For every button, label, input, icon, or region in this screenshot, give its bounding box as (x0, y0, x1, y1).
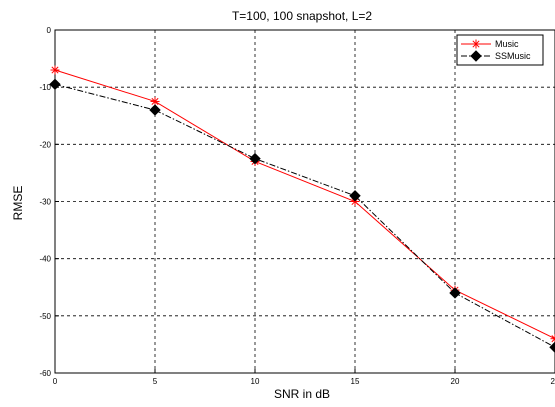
data-point-music (50, 65, 60, 75)
data-point-music (550, 334, 555, 344)
legend: Music SSMusic (456, 34, 544, 66)
series-line-music (54, 69, 555, 340)
data-point-ssmusic (49, 78, 61, 91)
x-tick-label: 5 (153, 377, 158, 386)
data-point-ssmusic (149, 104, 161, 116)
legend-box (456, 34, 544, 66)
grid (55, 30, 555, 373)
data-point-ssmusic (549, 341, 555, 353)
y-axis-label: RMSE (11, 186, 25, 221)
y-tick-label: 0 (47, 26, 52, 35)
y-tick-label: -50 (39, 312, 51, 321)
chart-title: T=100, 100 snapshot, L=2 (232, 9, 372, 23)
data-point-ssmusic (349, 190, 361, 202)
y-tick-label: -40 (39, 255, 51, 264)
y-tick-label: -60 (39, 369, 51, 378)
legend-label-music: Music (495, 39, 519, 49)
y-tick-label: -30 (39, 198, 51, 207)
y-tick-label: -20 (39, 140, 51, 149)
legend-label-ssmusic: SSMusic (495, 51, 531, 61)
x-tick-label: 0 (53, 377, 58, 386)
y-tick-label: -10 (39, 83, 51, 92)
x-tick-label: 10 (251, 377, 260, 386)
data-point-ssmusic (249, 152, 261, 165)
data-point-music (350, 197, 360, 206)
x-tick-label: 25 (551, 377, 555, 386)
legend-marker-ssmusic (470, 50, 482, 62)
x-tick-label: 20 (451, 377, 460, 386)
legend-marker-music (471, 39, 481, 49)
axis-ticks: 0 5 10 15 20 25 0 -10 -20 -30 -40 -50 -60 (39, 26, 555, 386)
series-line-ssmusic (54, 83, 555, 348)
data-point-ssmusic (449, 287, 461, 299)
series-layer (49, 65, 555, 353)
x-tick-label: 15 (351, 377, 360, 386)
x-axis-label: SNR in dB (274, 387, 330, 401)
